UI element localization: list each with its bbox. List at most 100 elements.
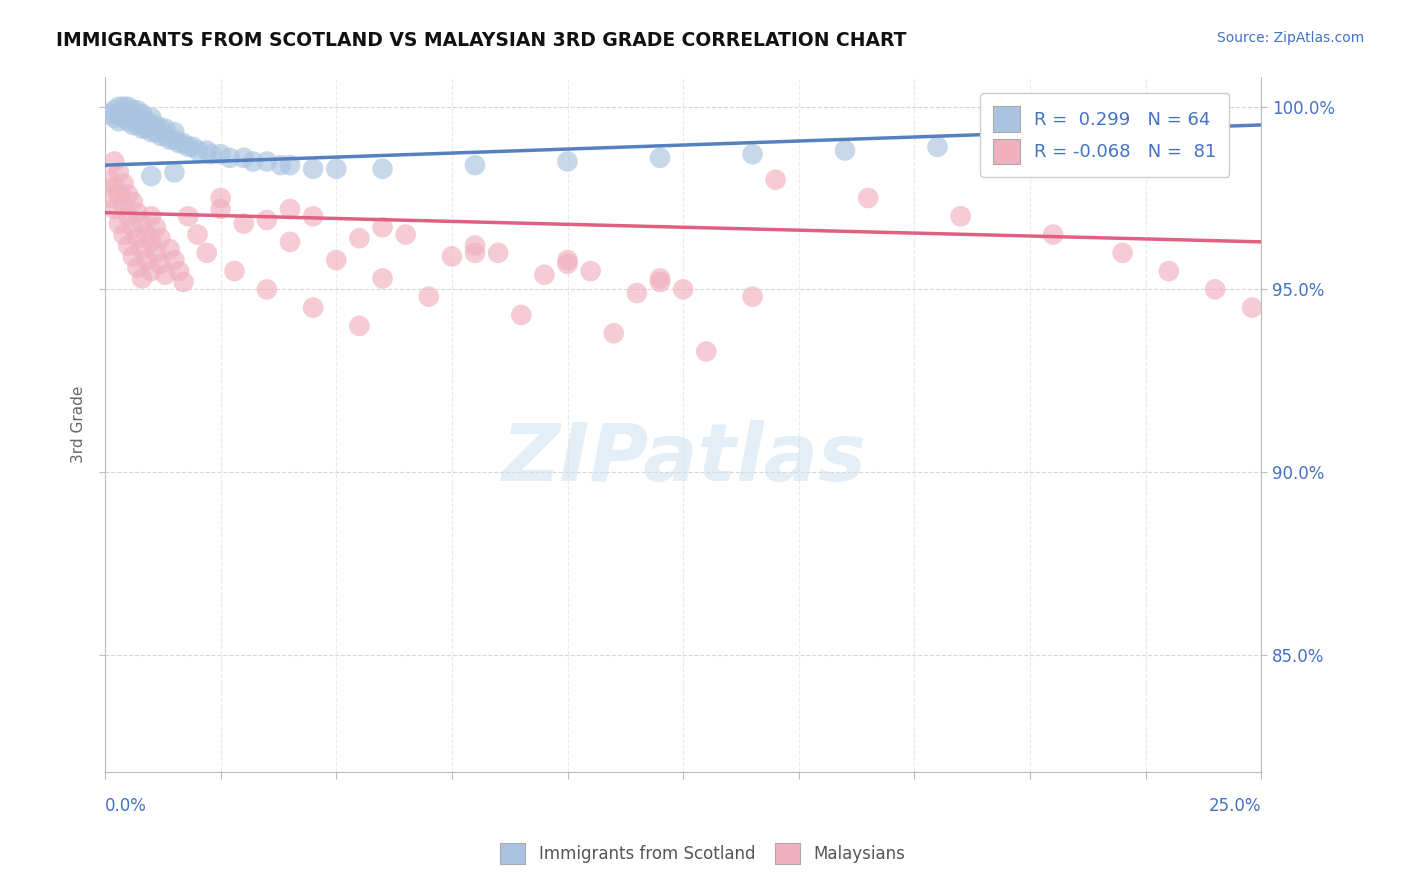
Point bbox=[117, 209, 139, 223]
Point bbox=[533, 268, 555, 282]
Point bbox=[648, 271, 671, 285]
Point bbox=[103, 180, 125, 194]
Point bbox=[209, 147, 232, 161]
Point bbox=[186, 144, 208, 158]
Point bbox=[256, 154, 278, 169]
Point bbox=[557, 257, 579, 271]
Point bbox=[121, 250, 143, 264]
Point bbox=[103, 111, 125, 125]
Text: Source: ZipAtlas.com: Source: ZipAtlas.com bbox=[1216, 31, 1364, 45]
Point bbox=[103, 154, 125, 169]
Point bbox=[149, 121, 172, 136]
Point bbox=[127, 111, 149, 125]
Point bbox=[224, 264, 246, 278]
Point bbox=[141, 264, 163, 278]
Point bbox=[108, 187, 131, 202]
Point bbox=[121, 220, 143, 235]
Point bbox=[117, 100, 139, 114]
Point bbox=[1157, 264, 1180, 278]
Point bbox=[159, 132, 181, 146]
Point bbox=[1157, 128, 1180, 143]
Point bbox=[127, 260, 149, 275]
Point bbox=[486, 245, 509, 260]
Point bbox=[131, 271, 153, 285]
Point bbox=[648, 275, 671, 289]
Point bbox=[112, 227, 135, 242]
Point bbox=[145, 220, 167, 235]
Point bbox=[163, 253, 186, 268]
Point bbox=[648, 151, 671, 165]
Point bbox=[163, 165, 186, 179]
Point bbox=[145, 118, 167, 132]
Point bbox=[834, 144, 856, 158]
Point bbox=[103, 103, 125, 118]
Point bbox=[195, 144, 218, 158]
Point bbox=[141, 111, 163, 125]
Point bbox=[200, 147, 222, 161]
Point bbox=[349, 318, 371, 333]
Point bbox=[145, 125, 167, 139]
Point bbox=[127, 118, 149, 132]
Point bbox=[135, 253, 157, 268]
Point bbox=[626, 285, 648, 300]
Point bbox=[127, 103, 149, 118]
Point bbox=[218, 151, 240, 165]
Point bbox=[131, 217, 153, 231]
Point bbox=[135, 227, 157, 242]
Point bbox=[232, 217, 254, 231]
Point bbox=[117, 107, 139, 121]
Point bbox=[672, 282, 695, 296]
Point bbox=[131, 121, 153, 136]
Point bbox=[195, 245, 218, 260]
Point bbox=[440, 250, 463, 264]
Point bbox=[1111, 132, 1133, 146]
Point bbox=[163, 132, 186, 146]
Point bbox=[98, 107, 121, 121]
Point bbox=[173, 275, 195, 289]
Point bbox=[141, 118, 163, 132]
Point bbox=[302, 209, 325, 223]
Point bbox=[371, 161, 394, 176]
Point bbox=[395, 227, 418, 242]
Point bbox=[108, 114, 131, 128]
Point bbox=[159, 242, 181, 256]
Text: 0.0%: 0.0% bbox=[105, 797, 146, 814]
Point bbox=[173, 136, 195, 151]
Point bbox=[98, 173, 121, 187]
Point bbox=[302, 161, 325, 176]
Point bbox=[949, 209, 972, 223]
Point bbox=[98, 191, 121, 205]
Point bbox=[108, 217, 131, 231]
Point bbox=[557, 253, 579, 268]
Point bbox=[1204, 125, 1226, 139]
Point bbox=[856, 191, 879, 205]
Y-axis label: 3rd Grade: 3rd Grade bbox=[72, 386, 86, 463]
Point bbox=[927, 140, 949, 154]
Point bbox=[141, 235, 163, 249]
Point bbox=[1111, 245, 1133, 260]
Point bbox=[209, 202, 232, 216]
Point bbox=[177, 209, 200, 223]
Point bbox=[1042, 227, 1064, 242]
Point bbox=[103, 202, 125, 216]
Point bbox=[117, 114, 139, 128]
Point bbox=[141, 209, 163, 223]
Point bbox=[256, 213, 278, 227]
Point bbox=[112, 111, 135, 125]
Point bbox=[131, 114, 153, 128]
Point bbox=[163, 125, 186, 139]
Point bbox=[141, 125, 163, 139]
Point bbox=[108, 107, 131, 121]
Point bbox=[371, 220, 394, 235]
Legend: Immigrants from Scotland, Malaysians: Immigrants from Scotland, Malaysians bbox=[494, 837, 912, 871]
Point bbox=[145, 245, 167, 260]
Point bbox=[579, 264, 602, 278]
Point bbox=[127, 205, 149, 219]
Point bbox=[149, 128, 172, 143]
Point bbox=[418, 290, 440, 304]
Point bbox=[270, 158, 292, 172]
Point bbox=[131, 242, 153, 256]
Point bbox=[232, 151, 254, 165]
Text: 25.0%: 25.0% bbox=[1209, 797, 1261, 814]
Point bbox=[135, 121, 157, 136]
